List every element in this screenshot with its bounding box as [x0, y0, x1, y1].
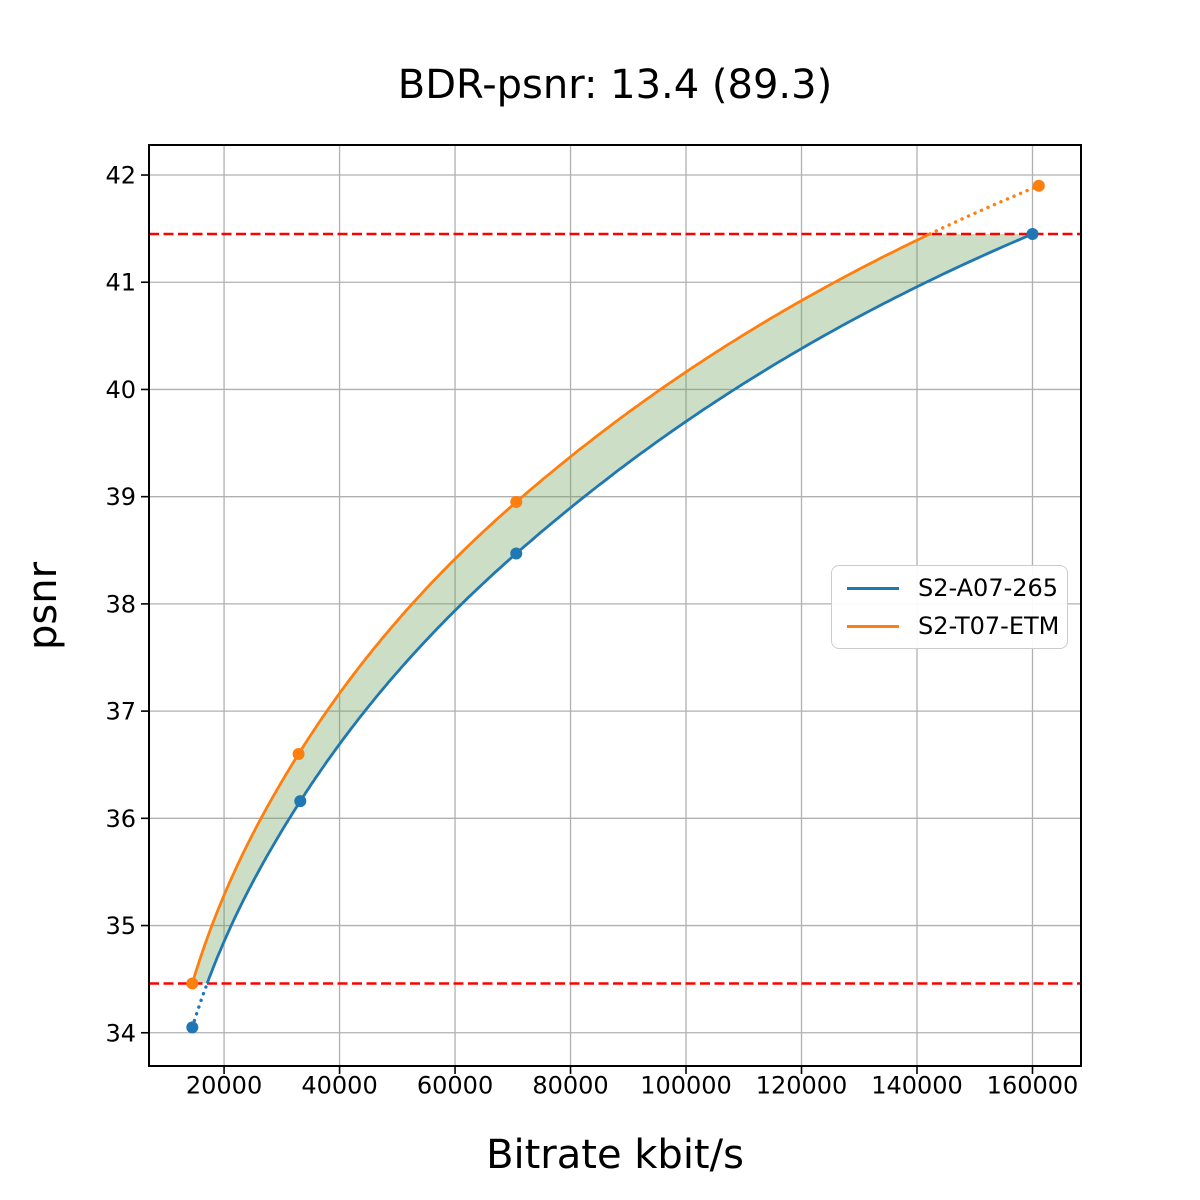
- y-tick-label: 35: [105, 912, 136, 940]
- chart-title: BDR-psnr: 13.4 (89.3): [397, 62, 833, 108]
- axis-ticks: 20000 40000 60000 80000 100000 120000 140000 16…: [105, 162, 1078, 1100]
- y-tick-label: 36: [105, 805, 136, 833]
- legend-line-sample-orange: [847, 624, 899, 628]
- curve-dotted-extrapolation: [928, 184, 1041, 236]
- data-point-marker: [1026, 227, 1039, 240]
- y-tick-label: 42: [105, 162, 136, 190]
- data-point-marker: [294, 795, 307, 808]
- x-tick-label: 100000: [640, 1072, 732, 1100]
- x-axis-label: Bitrate kbit/s: [486, 1132, 744, 1178]
- legend-label: S2-T07-ETM: [918, 612, 1060, 640]
- legend-line-sample-blue: [847, 586, 899, 590]
- legend-entry-s2-a07-265: S2-A07-265: [847, 574, 1067, 602]
- legend-label: S2-A07-265: [918, 574, 1059, 602]
- x-tick-label: 140000: [871, 1072, 963, 1100]
- y-tick-label: 34: [105, 1019, 136, 1047]
- data-point-marker: [186, 1021, 199, 1034]
- y-axis-label: psnr: [20, 561, 66, 651]
- legend-entry-s2-t07-etm: S2-T07-ETM: [847, 612, 1067, 640]
- data-point-marker: [510, 547, 523, 560]
- x-tick-label: 40000: [301, 1072, 377, 1100]
- x-tick-label: 20000: [186, 1072, 262, 1100]
- curve-dotted-extrapolation: [190, 981, 209, 1030]
- x-tick-label: 160000: [987, 1072, 1079, 1100]
- y-tick-label: 41: [105, 269, 136, 297]
- curve-solid: [205, 232, 1034, 984]
- data-point-marker: [292, 747, 305, 760]
- legend: S2-A07-265 S2-T07-ETM: [831, 565, 1068, 649]
- data-point-marker: [186, 977, 199, 990]
- y-tick-label: 37: [105, 698, 136, 726]
- axes-frame: [148, 144, 1082, 1067]
- data-point-marker: [510, 496, 523, 509]
- x-tick-label: 80000: [532, 1072, 608, 1100]
- series-S2-A07-265: [186, 227, 1039, 1034]
- data-point-marker: [1032, 179, 1045, 192]
- y-tick-label: 39: [105, 483, 136, 511]
- reference-lines: [149, 232, 1081, 985]
- curve-solid: [190, 232, 931, 984]
- series-S2-T07-ETM: [186, 179, 1045, 990]
- frame: [148, 144, 1082, 1067]
- y-tick-label: 40: [105, 376, 136, 404]
- x-tick-label: 120000: [756, 1072, 848, 1100]
- x-tick-label: 60000: [417, 1072, 493, 1100]
- y-tick-label: 38: [105, 590, 136, 618]
